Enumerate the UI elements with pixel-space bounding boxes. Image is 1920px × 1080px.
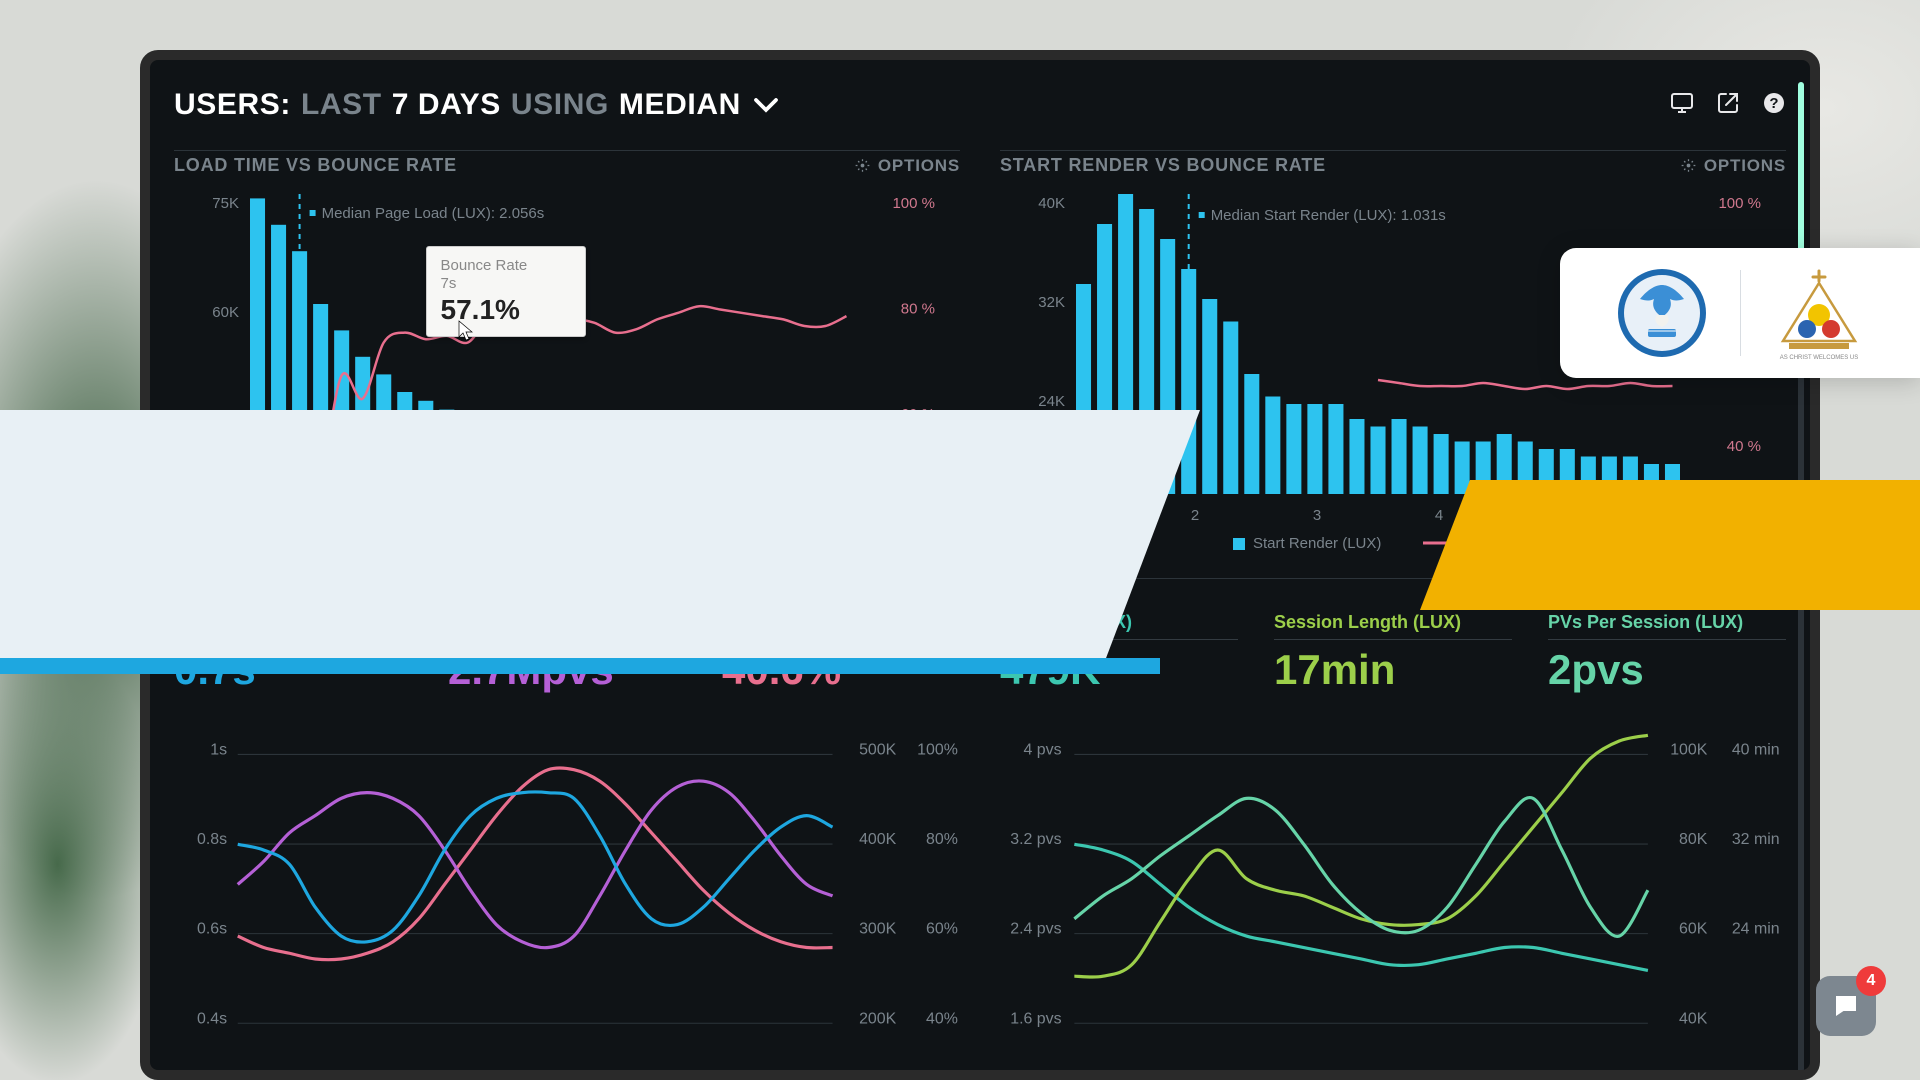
chat-widget[interactable]: 4 <box>1816 976 1876 1036</box>
svg-text:24K: 24K <box>1038 393 1065 410</box>
svg-text:40%: 40% <box>926 1010 958 1027</box>
metric-session-length: Session Length (LUX) 17min <box>1274 612 1512 694</box>
svg-text:60K: 60K <box>1679 921 1708 938</box>
svg-text:40K: 40K <box>1679 1010 1708 1027</box>
svg-text:2: 2 <box>1191 507 1199 524</box>
share-icon[interactable] <box>1716 91 1740 120</box>
panel-title: START RENDER VS BOUNCE RATE <box>1000 155 1326 176</box>
tooltip-sublabel: 7s <box>441 275 567 292</box>
svg-text:1.6 pvs: 1.6 pvs <box>1010 1010 1061 1027</box>
tooltip-label: Bounce Rate <box>441 257 567 274</box>
svg-text:40 min: 40 min <box>1732 741 1780 758</box>
title-users: USERS: <box>174 88 291 122</box>
svg-text:1s: 1s <box>210 741 227 758</box>
svg-text:80%: 80% <box>926 831 958 848</box>
svg-text:2.4 pvs: 2.4 pvs <box>1010 921 1061 938</box>
header-actions: ? <box>1670 91 1786 120</box>
svg-text:100 %: 100 % <box>1718 195 1761 212</box>
metric-value: 2pvs <box>1548 646 1786 694</box>
tooltip: Bounce Rate 7s 57.1% <box>426 246 586 337</box>
family-church-logo-icon: AS CHRIST WELCOMES US <box>1769 263 1869 363</box>
svg-text:500K: 500K <box>859 741 897 758</box>
svg-text:0.6s: 0.6s <box>197 921 227 938</box>
overlay-stripe-blue <box>0 658 1160 674</box>
logo-divider <box>1740 270 1741 356</box>
svg-text:3: 3 <box>1313 507 1321 524</box>
svg-text:80K: 80K <box>1679 831 1708 848</box>
svg-text:32 min: 32 min <box>1732 831 1780 848</box>
monitor-icon[interactable] <box>1670 91 1694 120</box>
svg-text:400K: 400K <box>859 831 897 848</box>
svg-text:100%: 100% <box>917 741 958 758</box>
svg-text:200K: 200K <box>859 1010 897 1027</box>
svg-text:3.2 pvs: 3.2 pvs <box>1010 831 1061 848</box>
svg-text:40K: 40K <box>1038 195 1065 212</box>
scrollbar-thumb[interactable] <box>1798 82 1804 262</box>
gear-icon <box>1681 158 1696 173</box>
svg-text:?: ? <box>1769 95 1778 112</box>
svg-text:4: 4 <box>1435 507 1443 524</box>
chart-sessions[interactable]: 4 pvs 3.2 pvs 2.4 pvs 1.6 pvs 100K 80K 60K 40K 4… <box>1000 704 1786 1064</box>
logo-card: AS CHRIST WELCOMES US <box>1560 248 1920 378</box>
panel-title: LOAD TIME VS BOUNCE RATE <box>174 155 457 176</box>
svg-text:0.4s: 0.4s <box>197 1010 227 1027</box>
svg-text:60%: 60% <box>926 921 958 938</box>
overlay-banner-yellow <box>1420 480 1920 610</box>
svg-text:100 %: 100 % <box>892 195 935 212</box>
overlay-banner-white <box>0 410 1250 674</box>
metric-label: PVs Per Session (LUX) <box>1548 612 1786 640</box>
svg-text:80 %: 80 % <box>901 301 935 318</box>
metric-value: 17min <box>1274 646 1512 694</box>
eagle-crest-logo-icon <box>1612 263 1712 363</box>
title-median: MEDIAN <box>619 88 741 122</box>
svg-text:75K: 75K <box>212 195 239 212</box>
svg-text:4 pvs: 4 pvs <box>1024 741 1062 758</box>
title-days: 7 DAYS <box>392 88 501 122</box>
title-last: LAST <box>301 88 382 122</box>
svg-text:Start Render (LUX): Start Render (LUX) <box>1253 535 1381 552</box>
svg-text:100K: 100K <box>1670 741 1708 758</box>
metric-label: Session Length (LUX) <box>1274 612 1512 640</box>
help-icon[interactable]: ? <box>1762 91 1786 120</box>
options-button[interactable]: OPTIONS <box>855 156 960 176</box>
svg-text:32K: 32K <box>1038 294 1065 311</box>
title-using: USING <box>511 88 609 122</box>
svg-text:60K: 60K <box>212 304 239 321</box>
svg-text:AS CHRIST WELCOMES US: AS CHRIST WELCOMES US <box>1779 355 1858 361</box>
chevron-down-icon <box>751 90 781 120</box>
chat-bubble-icon <box>1831 991 1861 1021</box>
metric-pvs-session: PVs Per Session (LUX) 2pvs <box>1548 612 1786 694</box>
svg-text:24 min: 24 min <box>1732 921 1780 938</box>
svg-text:Median Start Render (LUX): 1.0: Median Start Render (LUX): 1.031s <box>1211 207 1446 224</box>
svg-text:40 %: 40 % <box>1727 438 1761 455</box>
chart-pageviews[interactable]: 1s 0.8s 0.6s 0.4s 500K 400K 300K 200K 100% 80% 60%… <box>174 704 960 1064</box>
mouse-cursor-icon <box>458 320 476 347</box>
page-title-dropdown[interactable]: USERS: LAST 7 DAYS USING MEDIAN <box>174 88 781 122</box>
panel-sessions: SESSIONS OPTIONS Sessions (LUX) 479K Ses… <box>1000 578 1786 1064</box>
gear-icon <box>855 158 870 173</box>
notification-badge: 4 <box>1856 966 1886 996</box>
header-bar: USERS: LAST 7 DAYS USING MEDIAN ? <box>174 60 1786 150</box>
svg-text:300K: 300K <box>859 921 897 938</box>
svg-text:Median Page Load (LUX): 2.056s: Median Page Load (LUX): 2.056s <box>322 205 545 222</box>
options-button[interactable]: OPTIONS <box>1681 156 1786 176</box>
svg-text:0.8s: 0.8s <box>197 831 227 848</box>
